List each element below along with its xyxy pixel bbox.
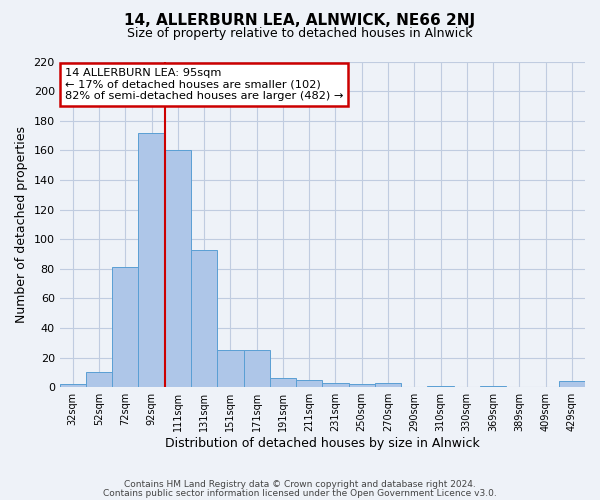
- Bar: [139, 132, 165, 387]
- Text: Contains HM Land Registry data © Crown copyright and database right 2024.: Contains HM Land Registry data © Crown c…: [124, 480, 476, 489]
- Bar: [375, 383, 401, 387]
- Y-axis label: Number of detached properties: Number of detached properties: [15, 126, 28, 323]
- Text: Contains public sector information licensed under the Open Government Licence v3: Contains public sector information licen…: [103, 489, 497, 498]
- Text: 14 ALLERBURN LEA: 95sqm
← 17% of detached houses are smaller (102)
82% of semi-d: 14 ALLERBURN LEA: 95sqm ← 17% of detache…: [65, 68, 343, 101]
- Bar: [86, 372, 112, 387]
- Bar: [165, 150, 191, 387]
- X-axis label: Distribution of detached houses by size in Alnwick: Distribution of detached houses by size …: [165, 437, 480, 450]
- Bar: [270, 378, 296, 387]
- Bar: [112, 268, 139, 387]
- Bar: [191, 250, 217, 387]
- Bar: [480, 386, 506, 387]
- Bar: [217, 350, 244, 387]
- Bar: [296, 380, 322, 387]
- Text: 14, ALLERBURN LEA, ALNWICK, NE66 2NJ: 14, ALLERBURN LEA, ALNWICK, NE66 2NJ: [124, 12, 476, 28]
- Bar: [59, 384, 86, 387]
- Bar: [244, 350, 270, 387]
- Bar: [427, 386, 454, 387]
- Bar: [322, 383, 349, 387]
- Text: Size of property relative to detached houses in Alnwick: Size of property relative to detached ho…: [127, 28, 473, 40]
- Bar: [349, 384, 375, 387]
- Bar: [559, 382, 585, 387]
